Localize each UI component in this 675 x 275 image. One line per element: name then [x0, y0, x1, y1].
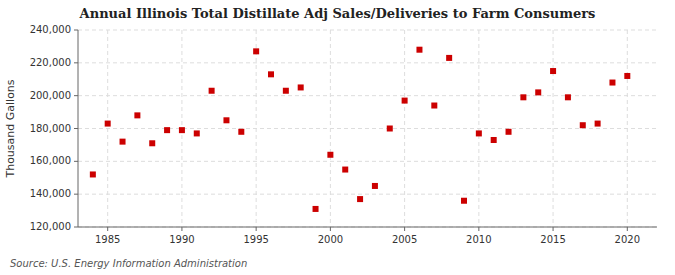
data-point — [209, 88, 215, 94]
y-tick — [74, 128, 78, 129]
data-point — [446, 55, 452, 61]
grid — [78, 30, 657, 227]
y-tick-label: 240,000 — [30, 24, 71, 35]
y-tick-label: 180,000 — [30, 123, 71, 134]
x-tick-label: 2020 — [615, 234, 640, 245]
x-tick-label: 1995 — [243, 234, 268, 245]
x-tick-label: 2010 — [466, 234, 491, 245]
source-note: Source: U.S. Energy Information Administ… — [10, 258, 247, 269]
data-point — [149, 140, 155, 146]
grid-line-x — [256, 30, 257, 227]
data-point — [535, 89, 541, 95]
x-tick — [256, 227, 257, 231]
x-axis: 1985 1990 1995 2000 2005 2010 2015 2020 — [95, 227, 640, 245]
grid-line-y — [78, 161, 657, 162]
data-point — [313, 206, 319, 212]
y-tick — [74, 227, 78, 228]
y-tick-label: 120,000 — [30, 221, 71, 232]
grid-line-x — [404, 30, 405, 227]
data-point — [595, 121, 601, 127]
x-tick — [404, 227, 405, 231]
grid-line-x — [627, 30, 628, 227]
background — [0, 0, 675, 275]
data-point — [416, 47, 422, 53]
x-tick-label: 2000 — [318, 234, 343, 245]
data-point — [550, 68, 556, 74]
y-tick — [74, 161, 78, 162]
x-tick — [478, 227, 479, 231]
data-point — [387, 126, 393, 132]
data-point — [342, 167, 348, 173]
data-point — [624, 73, 630, 79]
grid-line-y — [78, 62, 657, 63]
data-point — [283, 88, 289, 94]
data-point — [357, 196, 363, 202]
x-tick — [330, 227, 331, 231]
data-point — [609, 80, 615, 86]
data-point — [179, 127, 185, 133]
grid-line-x — [107, 30, 108, 227]
data-point — [431, 103, 437, 109]
x-tick — [553, 227, 554, 231]
grid-line-x — [478, 30, 479, 227]
data-point — [520, 94, 526, 100]
data-point — [238, 129, 244, 135]
data-point — [461, 198, 467, 204]
grid-line-y — [78, 30, 657, 31]
data-point — [120, 139, 126, 145]
y-axis-label: Thousand Gallons — [4, 79, 17, 178]
grid-line-x — [330, 30, 331, 227]
y-tick-label: 200,000 — [30, 90, 71, 101]
data-point — [268, 71, 274, 77]
x-tick-label: 2005 — [392, 234, 417, 245]
grid-line-y — [78, 227, 657, 228]
data-point — [194, 130, 200, 136]
data-point — [580, 122, 586, 128]
x-tick-label: 2015 — [540, 234, 565, 245]
data-point — [476, 130, 482, 136]
data-point — [164, 127, 170, 133]
data-point — [506, 129, 512, 135]
y-tick — [74, 194, 78, 195]
y-axis: 120,000 140,000 160,000 180,000 200,000 220,0… — [30, 24, 78, 232]
points — [90, 47, 630, 212]
y-tick-label: 220,000 — [30, 57, 71, 68]
x-tick-label: 1990 — [169, 234, 194, 245]
y-tick-label: 160,000 — [30, 155, 71, 166]
x-tick — [627, 227, 628, 231]
data-point — [327, 152, 333, 158]
y-tick-label: 140,000 — [30, 188, 71, 199]
data-point — [491, 137, 497, 143]
y-tick — [74, 62, 78, 63]
x-tick — [107, 227, 108, 231]
chart-container: 120,000 140,000 160,000 180,000 200,000 220,0… — [0, 0, 675, 275]
title: Annual Illinois Total Distillate Adj Sal… — [79, 6, 596, 21]
data-point — [223, 117, 229, 123]
data-point — [298, 84, 304, 90]
data-point — [565, 94, 571, 100]
data-point — [402, 98, 408, 104]
data-point — [253, 48, 259, 54]
x-axis-line — [78, 227, 657, 228]
data-point — [134, 112, 140, 118]
chart-svg: 120,000 140,000 160,000 180,000 200,000 220,0… — [0, 0, 675, 275]
data-point — [105, 121, 111, 127]
x-tick-label: 1985 — [95, 234, 120, 245]
grid-line-y — [78, 194, 657, 195]
y-tick — [74, 95, 78, 96]
x-tick — [181, 227, 182, 231]
grid-line-x — [553, 30, 554, 227]
data-point — [372, 183, 378, 189]
y-tick — [74, 30, 78, 31]
data-point — [90, 171, 96, 177]
